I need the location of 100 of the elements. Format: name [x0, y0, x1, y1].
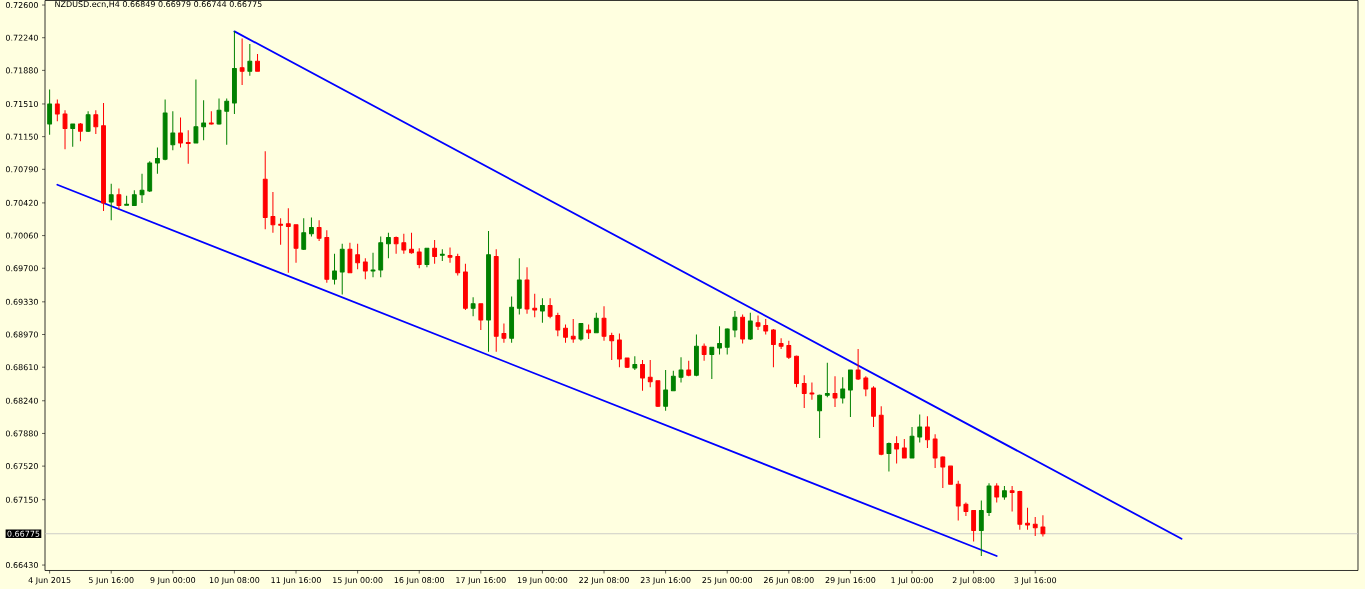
- candlestick: [462, 263, 468, 311]
- y-tick-label: 0.71510: [5, 100, 38, 107]
- candlestick: [170, 110, 176, 151]
- x-tick-label: 29 Jun 16:00: [825, 577, 876, 585]
- candlestick: [655, 380, 661, 408]
- candlestick: [347, 242, 353, 274]
- candlestick: [332, 253, 337, 286]
- candlestick: [601, 305, 607, 342]
- candlestick: [362, 257, 368, 280]
- candlestick: [855, 348, 861, 381]
- y-tick-label: 0.67880: [5, 430, 38, 437]
- candlestick: [686, 360, 692, 377]
- candlestick: [424, 247, 430, 268]
- y-tick-label: 0.69330: [5, 298, 38, 305]
- candlestick: [763, 318, 769, 336]
- candlestick: [740, 314, 746, 345]
- candlestick: [432, 239, 438, 265]
- x-tick-label: 19 Jun 00:00: [517, 577, 568, 585]
- candlestick: [178, 117, 183, 149]
- x-tick-label: 1 Jul 00:00: [891, 577, 933, 585]
- candlestick: [509, 295, 515, 344]
- candlestick: [393, 235, 399, 255]
- x-tick-label: 2 Jul 08:00: [952, 577, 995, 585]
- candlestick: [270, 191, 276, 234]
- candlestick: [231, 30, 237, 115]
- candlestick: [547, 297, 553, 319]
- candlestick: [193, 78, 199, 144]
- candlestick: [909, 426, 915, 459]
- candlestick: [894, 435, 900, 464]
- candlestick: [262, 150, 268, 230]
- candlestick: [663, 369, 669, 412]
- candlestick: [386, 232, 391, 259]
- y-tick-label: 0.70060: [5, 232, 38, 239]
- candlestick: [570, 318, 576, 344]
- y-tick-label: 0.68240: [5, 397, 38, 404]
- candlestick: [470, 296, 476, 317]
- y-tick-label: 0.66430: [5, 562, 38, 569]
- x-tick-label: 23 Jun 16:00: [640, 577, 691, 585]
- candlestick: [439, 248, 445, 262]
- candlestick: [863, 375, 869, 397]
- x-tick-label: 26 Jun 08:00: [763, 577, 814, 585]
- candlestick: [516, 257, 522, 316]
- candlestick: [1025, 507, 1030, 531]
- candlestick: [732, 310, 738, 338]
- candlestick: [940, 455, 946, 489]
- x-tick-label: 10 Jun 08:00: [209, 577, 260, 585]
- y-tick-label: 0.70420: [5, 199, 38, 206]
- candlestick: [447, 246, 453, 264]
- candlestick: [824, 362, 830, 398]
- x-tick-label: 11 Jun 16:00: [271, 577, 321, 585]
- candlestick: [586, 324, 592, 340]
- candlestick: [693, 334, 699, 377]
- candlestick: [1017, 490, 1023, 531]
- candlestick: [801, 374, 807, 409]
- candlestick: [532, 293, 538, 318]
- candlestick: [147, 160, 153, 193]
- candlestick: [678, 356, 684, 384]
- candlestick: [786, 340, 792, 360]
- candlestick: [609, 332, 615, 361]
- candlestick: [724, 327, 730, 355]
- x-tick-label: 9 Jun 00:00: [150, 577, 196, 585]
- candlestick: [101, 102, 106, 212]
- candlestick: [978, 500, 984, 557]
- y-tick-label: 0.72240: [5, 34, 38, 41]
- candlestick: [378, 235, 384, 278]
- candlestick: [162, 98, 168, 161]
- candlestick: [624, 357, 630, 369]
- candlestick: [647, 359, 653, 388]
- candlestick: [563, 324, 568, 344]
- candlestick: [85, 110, 91, 133]
- candlestick: [778, 337, 784, 350]
- candlestick: [78, 122, 83, 142]
- candlestick: [640, 359, 645, 392]
- candlestick: [986, 482, 992, 517]
- candlestick: [301, 217, 307, 251]
- candlestick: [886, 442, 892, 473]
- candlestick: [593, 312, 599, 334]
- candlestick: [278, 217, 284, 246]
- candlestick: [1009, 485, 1015, 512]
- y-tick-label: 0.70790: [5, 166, 38, 173]
- candlestick: [201, 99, 207, 141]
- candlestick: [670, 370, 676, 392]
- candlestick: [955, 480, 961, 522]
- candlestick: [131, 189, 137, 207]
- candlestick: [832, 375, 838, 408]
- candlestick: [524, 266, 530, 315]
- candlestick: [185, 129, 191, 165]
- candlestick: [755, 314, 761, 331]
- candlestick: [709, 346, 715, 380]
- y-tick-label: 0.67150: [5, 496, 38, 503]
- candlestick: [70, 123, 76, 148]
- y-tick-label: 0.71880: [5, 67, 38, 74]
- candlestick: [255, 53, 260, 72]
- candlestick: [239, 38, 245, 86]
- candlestick: [247, 43, 253, 77]
- candlestick: [108, 183, 114, 221]
- x-tick-label: 16 Jun 08:00: [394, 577, 445, 585]
- candlestick: [155, 147, 160, 175]
- chart-title: NZDUSD.ecn,H4 0.66849 0.66979 0.66744 0.66775: [55, 1, 262, 8]
- candlestick: [717, 325, 722, 355]
